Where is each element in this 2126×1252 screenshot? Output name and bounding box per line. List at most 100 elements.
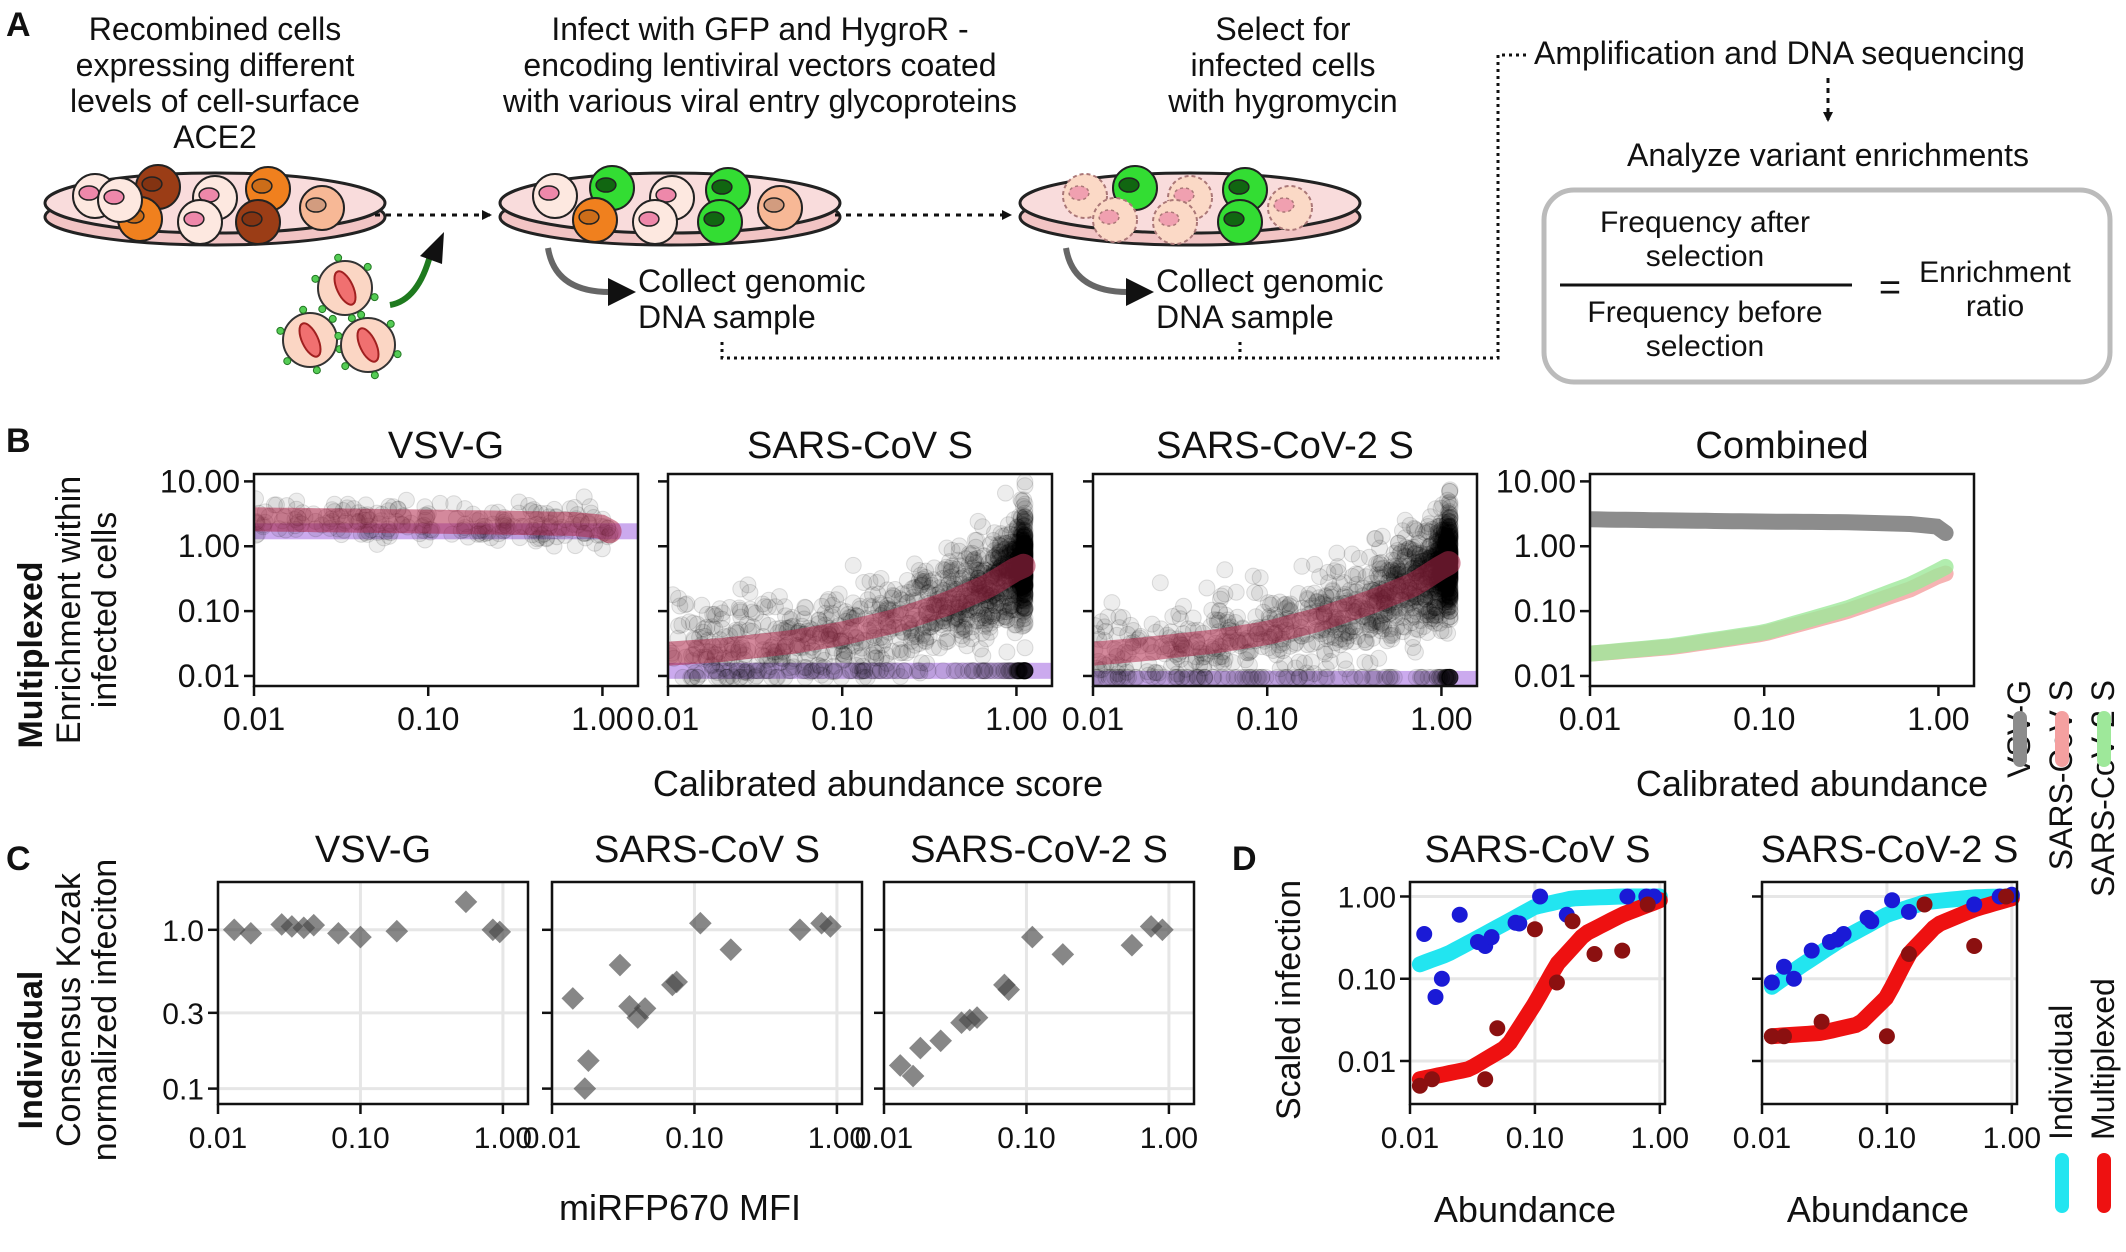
scatter-point — [877, 646, 895, 664]
scatter-point — [953, 627, 971, 645]
scatter-point — [1016, 580, 1034, 598]
y-tick-label: 0.01 — [1514, 658, 1576, 694]
scatter-point — [991, 537, 1009, 554]
scatter-point — [1009, 662, 1027, 680]
scatter-point — [991, 541, 1009, 559]
scatter-point — [974, 647, 992, 665]
scatter-point — [969, 512, 987, 530]
scatter-point — [924, 639, 942, 656]
scatter-point — [1011, 521, 1028, 539]
scatter-point — [1434, 531, 1452, 548]
scatter-point — [1000, 662, 1018, 680]
scatter-point — [1151, 574, 1169, 592]
scatter-point — [1016, 531, 1034, 549]
scatter-point — [1005, 586, 1022, 604]
scatter-point — [1437, 578, 1455, 596]
scatter-point — [1441, 602, 1459, 620]
scatter-point — [974, 518, 991, 536]
cell-nucleus — [1273, 197, 1295, 213]
scatter-point — [1275, 596, 1293, 614]
panel-d-subplot-2: SARS-CoV-2 S 0.01 0.10 1.00 — [1733, 829, 2041, 1155]
scatter-point — [868, 574, 886, 591]
scatter-point — [1016, 586, 1034, 604]
scatter-point — [1251, 584, 1268, 602]
scatter-point — [721, 662, 738, 680]
y-tick-label: 0.01 — [1338, 1046, 1396, 1079]
scatter-point — [1015, 662, 1033, 680]
x-tick-label: 1.00 — [1140, 1122, 1198, 1155]
scatter-point — [1433, 521, 1451, 539]
scatter-point — [1013, 598, 1031, 616]
scatter-point — [1371, 539, 1389, 557]
scatter-point — [1441, 529, 1459, 547]
scatter-point — [1441, 578, 1459, 595]
panel-b-xlabel: Calibrated abundance score — [653, 763, 1103, 804]
scatter-point — [748, 662, 766, 680]
scatter-point — [1097, 622, 1115, 640]
scatter-point — [1437, 529, 1455, 547]
data-point — [1423, 1071, 1440, 1088]
scatter-point — [1001, 601, 1019, 619]
scatter-point — [1016, 582, 1033, 600]
scatter-point — [1430, 527, 1448, 545]
scatter-point — [1440, 523, 1458, 540]
scatter-point — [937, 558, 955, 576]
scatter-point — [1329, 563, 1347, 581]
scatter-point — [984, 552, 1002, 570]
cell-nucleus — [711, 179, 733, 195]
scatter-point — [1353, 668, 1371, 686]
scatter-point — [997, 484, 1014, 502]
scatter-point — [728, 662, 746, 680]
scatter-point — [1015, 534, 1033, 552]
scatter-point — [841, 662, 858, 680]
scatter-point — [955, 618, 973, 636]
scatter-point — [813, 662, 831, 680]
scatter-point — [941, 553, 959, 571]
scatter-point — [1424, 606, 1442, 624]
scatter-point — [1144, 668, 1162, 686]
scatter-point — [919, 662, 937, 680]
scatter-point — [1016, 662, 1034, 680]
scatter-point — [1016, 535, 1033, 553]
scatter-point — [910, 635, 928, 652]
scatter-point — [998, 611, 1016, 629]
scatter-point — [1175, 597, 1192, 615]
scatter-point — [1388, 618, 1406, 636]
scatter-point — [759, 662, 777, 680]
scatter-point — [1016, 600, 1034, 618]
scatter-point — [1360, 548, 1378, 566]
data-point — [561, 987, 585, 1010]
scatter-point — [1016, 589, 1034, 607]
scatter-point — [1441, 483, 1459, 500]
scatter-point — [1254, 603, 1272, 621]
scatter-point — [1361, 621, 1379, 639]
scatter-point — [864, 586, 881, 604]
scatter-point — [1310, 589, 1328, 607]
scatter-point — [980, 662, 998, 680]
scatter-point — [1016, 477, 1034, 495]
scatter-point — [1014, 662, 1032, 680]
scatter-point — [977, 615, 995, 633]
scatter-point — [1335, 574, 1353, 592]
scatter-point — [1366, 530, 1384, 547]
dish-3 — [1018, 165, 1362, 247]
scatter-point — [1441, 526, 1459, 544]
scatter-point — [1184, 609, 1202, 627]
scatter-point — [1016, 579, 1034, 597]
result-line-2: ratio — [1966, 290, 2024, 323]
scatter-point — [981, 536, 999, 554]
scatter-point — [974, 547, 992, 565]
scatter-point — [1016, 589, 1034, 607]
scatter-point — [711, 600, 729, 618]
x-tick-label: 0.01 — [637, 701, 699, 737]
series-line-1 — [1590, 511, 1954, 541]
scatter-point — [1211, 612, 1228, 629]
scatter-point — [1427, 500, 1445, 518]
scatter-point — [962, 623, 980, 641]
scatter-point — [1015, 662, 1032, 680]
scatter-point — [873, 650, 890, 667]
data-point — [239, 922, 263, 945]
scatter-point — [1441, 482, 1459, 500]
scatter-point — [939, 632, 957, 650]
subplot-title: Combined — [1695, 425, 1868, 467]
